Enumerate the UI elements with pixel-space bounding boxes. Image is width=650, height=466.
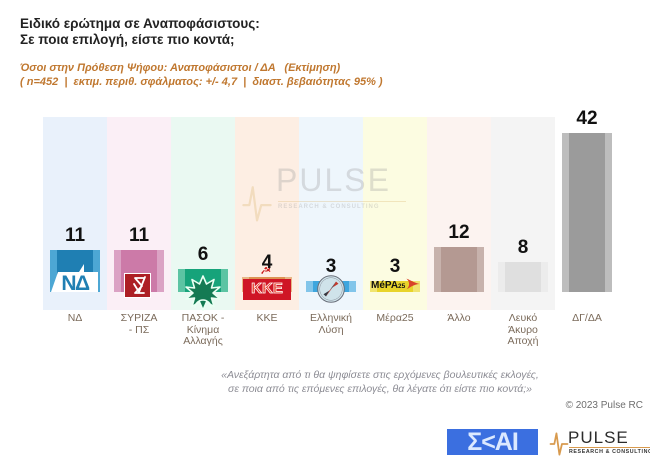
svg-text:ΝΔ: ΝΔ <box>61 272 90 292</box>
